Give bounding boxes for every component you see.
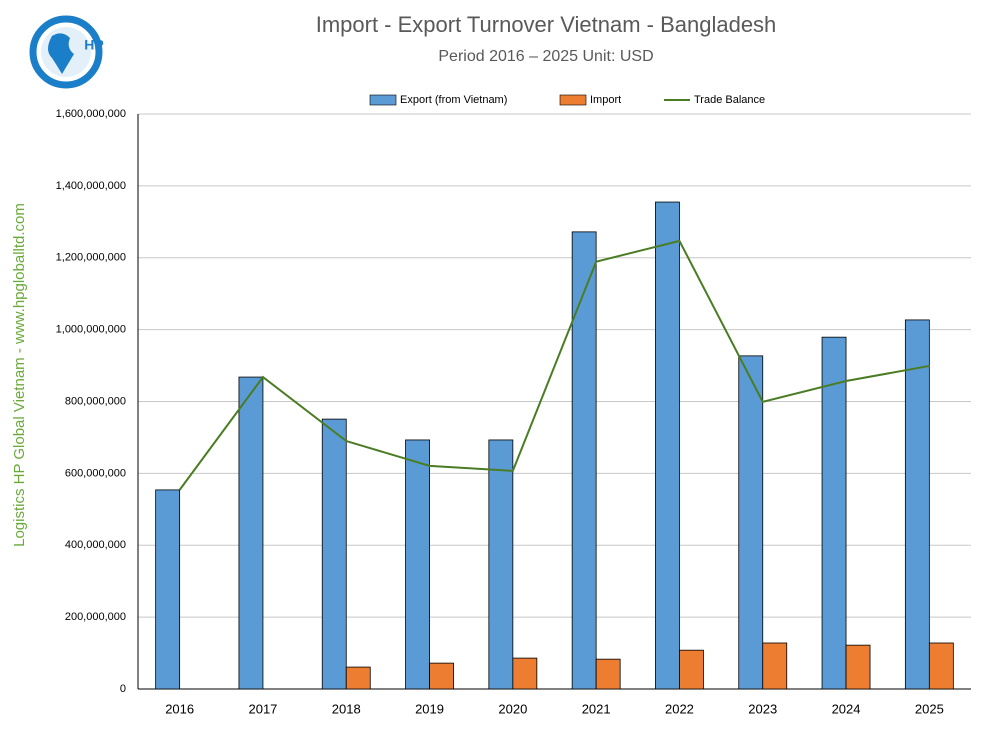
- y-tick-label: 1,400,000,000: [56, 180, 126, 192]
- x-tick-label: 2020: [498, 701, 527, 716]
- x-tick-label: 2023: [748, 701, 777, 716]
- side-text: Logistics HP Global Vietnam - www.hpglob…: [11, 203, 28, 547]
- bar: [429, 662, 454, 690]
- bar: [155, 489, 181, 690]
- legend-label: Trade Balance: [694, 94, 765, 106]
- bar: [595, 658, 621, 690]
- y-tick-label: 1,200,000,000: [56, 252, 126, 264]
- x-tick-label: 2017: [248, 701, 277, 716]
- line: [178, 239, 930, 491]
- chart-subtitle: Period 2016 – 2025 Unit: USD: [438, 48, 653, 65]
- x-tick-label: 2024: [832, 701, 861, 716]
- x-tick-label: 2019: [415, 701, 444, 716]
- bar: [679, 649, 704, 690]
- x-tick-label: 2022: [665, 701, 694, 716]
- bar: [345, 666, 371, 690]
- bar: [321, 418, 347, 690]
- y-tick-label: 200,000,000: [65, 611, 126, 623]
- y-tick-label: 0: [120, 683, 126, 695]
- legend-label: Export (from Vietnam): [400, 94, 507, 106]
- y-tick-label: 800,000,000: [65, 395, 126, 407]
- bar: [655, 201, 680, 690]
- legend-label: Import: [590, 94, 621, 106]
- bar: [488, 439, 514, 690]
- x-tick-label: 2025: [915, 701, 944, 716]
- bar: [904, 319, 930, 690]
- x-tick-label: 2021: [582, 701, 611, 716]
- x-tick-label: 2016: [165, 701, 194, 716]
- bar: [845, 644, 871, 690]
- x-tick-label: 2018: [332, 701, 361, 716]
- bar: [928, 642, 954, 690]
- bar: [512, 657, 538, 690]
- y-tick-label: 600,000,000: [65, 467, 126, 479]
- logo-ring: [29, 15, 103, 89]
- legend-swatch: [559, 94, 587, 106]
- bar: [738, 355, 764, 690]
- bar: [571, 231, 597, 690]
- bar: [762, 642, 788, 690]
- y-tick-label: 1,000,000,000: [56, 324, 126, 336]
- y-tick-label: 400,000,000: [65, 539, 126, 551]
- legend-swatch: [369, 94, 397, 106]
- logo-land: [48, 33, 74, 74]
- logo: HP: [26, 10, 110, 94]
- bar: [405, 439, 430, 690]
- chart-title: Import - Export Turnover Vietnam - Bangl…: [316, 12, 777, 37]
- bar: [238, 376, 264, 690]
- logo-text: HP: [84, 37, 103, 53]
- bar: [821, 336, 847, 690]
- y-tick-label: 1,600,000,000: [56, 108, 126, 120]
